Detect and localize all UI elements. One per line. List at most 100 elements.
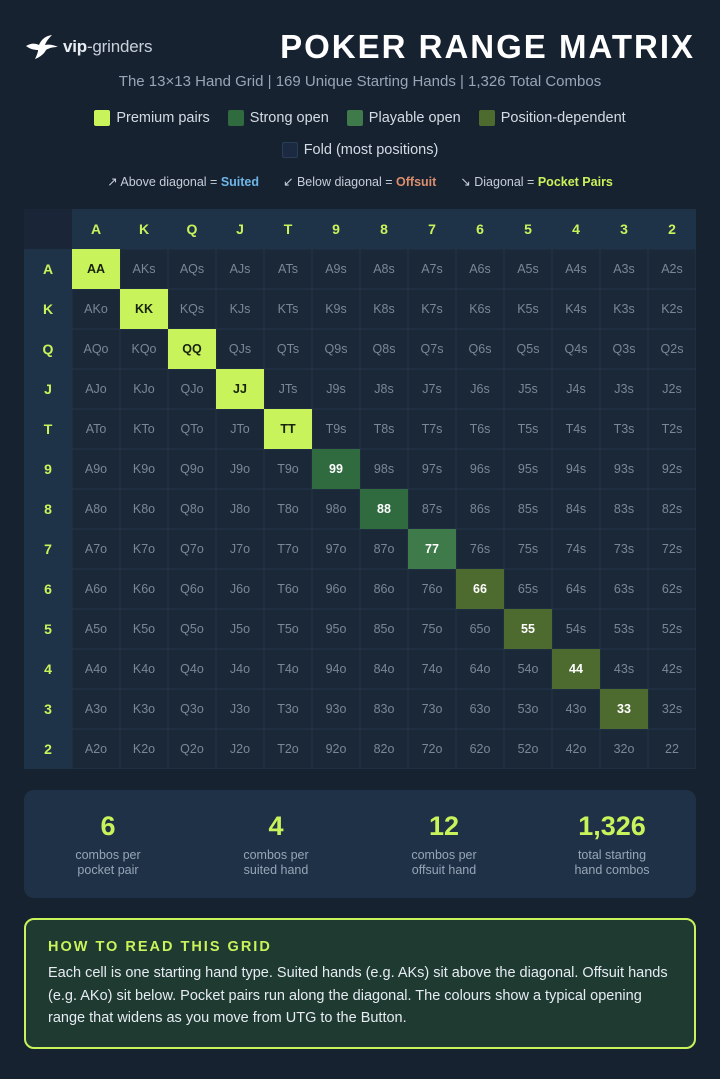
stat-total: 1,326 total starting hand combos (537, 810, 687, 878)
diagonal-notes: ↗ Above diagonal = Suited ↙ Below diagon… (0, 174, 720, 189)
pocket-pair-cell: 77 (408, 529, 456, 569)
suited-hand-cell: 62s (648, 569, 696, 609)
suited-hand-cell: Q8s (360, 329, 408, 369)
offsuit-hand-cell: Q3o (168, 689, 216, 729)
suited-hand-cell: K5s (504, 289, 552, 329)
offsuit-hand-cell: T7o (264, 529, 312, 569)
suited-hand-cell: 54s (552, 609, 600, 649)
how-to-read-box: HOW TO READ THIS GRID Each cell is one s… (24, 918, 696, 1049)
pocket-pair-cell: 55 (504, 609, 552, 649)
note-offsuit: ↙ Below diagonal = Offsuit (283, 174, 436, 189)
note-value-pairs: Pocket Pairs (537, 175, 613, 189)
column-header: T (264, 209, 312, 249)
offsuit-hand-cell: K7o (120, 529, 168, 569)
suited-hand-cell: A9s (312, 249, 360, 289)
suited-hand-cell: T8s (360, 409, 408, 449)
pocket-pair-cell: JJ (216, 369, 264, 409)
suited-hand-cell: 73s (600, 529, 648, 569)
offsuit-hand-cell: 92o (312, 729, 360, 769)
suited-hand-cell: 85s (504, 489, 552, 529)
row-header: 8 (24, 489, 72, 529)
offsuit-hand-cell: J7o (216, 529, 264, 569)
legend-label: Position-dependent (500, 110, 626, 126)
offsuit-hand-cell: A4o (72, 649, 120, 689)
suited-hand-cell: AQs (168, 249, 216, 289)
row-header: K (24, 289, 72, 329)
stats-panel: 6 combos per pocket pair 4 combos per suit… (24, 790, 696, 898)
suited-hand-cell: J9s (312, 369, 360, 409)
offsuit-hand-cell: Q4o (168, 649, 216, 689)
stat-label: combos per offsuit hand (369, 848, 519, 878)
note-pairs: ↘ Diagonal = Pocket Pairs (460, 174, 613, 189)
offsuit-hand-cell: 83o (360, 689, 408, 729)
suited-hand-cell: 32s (648, 689, 696, 729)
hand-grid: A K Q J T 9 8 7 6 5 4 3 2 A AA AKs AQs AJs ATs A9s A8s A7s A6s… (24, 209, 696, 769)
stat-label-line: suited hand (243, 863, 309, 877)
suited-hand-cell: Q6s (456, 329, 504, 369)
offsuit-hand-cell: JTo (216, 409, 264, 449)
suited-hand-cell: 83s (600, 489, 648, 529)
legend-item-strong: Strong open (227, 110, 329, 126)
header: vip-grinders POKER RANGE MATRIX The 13×1… (0, 0, 720, 100)
suited-hand-cell: 98s (360, 449, 408, 489)
offsuit-hand-cell: K2o (120, 729, 168, 769)
suited-hand-cell: 96s (456, 449, 504, 489)
suited-hand-cell: A4s (552, 249, 600, 289)
stat-label: total starting hand combos (537, 848, 687, 878)
suited-hand-cell: 42s (648, 649, 696, 689)
legend-label: Premium pairs (116, 110, 210, 126)
suited-hand-cell: T7s (408, 409, 456, 449)
offsuit-hand-cell: 42o (552, 729, 600, 769)
column-header: 9 (312, 209, 360, 249)
offsuit-hand-cell: J2o (216, 729, 264, 769)
legend: Premium pairs Strong open Playable open … (0, 110, 720, 126)
suited-hand-cell: A8s (360, 249, 408, 289)
offsuit-hand-cell: 63o (456, 689, 504, 729)
row-header: J (24, 369, 72, 409)
page-title: POKER RANGE MATRIX (280, 28, 695, 65)
stat-label-line: combos per (75, 848, 141, 862)
offsuit-hand-cell: 94o (312, 649, 360, 689)
suited-hand-cell: 95s (504, 449, 552, 489)
offsuit-hand-cell: 76o (408, 569, 456, 609)
stat-pocket-pair: 6 combos per pocket pair (33, 810, 183, 878)
offsuit-hand-cell: Q2o (168, 729, 216, 769)
grid-corner (24, 209, 72, 249)
offsuit-hand-cell: J3o (216, 689, 264, 729)
suited-hand-cell: 86s (456, 489, 504, 529)
offsuit-hand-cell: 85o (360, 609, 408, 649)
offsuit-hand-cell: A5o (72, 609, 120, 649)
offsuit-hand-cell: 54o (504, 649, 552, 689)
suited-hand-cell: Q9s (312, 329, 360, 369)
offsuit-hand-cell: J9o (216, 449, 264, 489)
legend-item-playable: Playable open (346, 110, 461, 126)
offsuit-hand-cell: Q8o (168, 489, 216, 529)
suited-hand-cell: K2s (648, 289, 696, 329)
bird-logo-icon (26, 35, 58, 59)
pocket-pair-cell: 99 (312, 449, 360, 489)
suited-hand-cell: JTs (264, 369, 312, 409)
offsuit-hand-cell: 87o (360, 529, 408, 569)
how-to-body: Each cell is one starting hand type. Sui… (48, 965, 668, 1026)
offsuit-hand-cell: A8o (72, 489, 120, 529)
suited-hand-cell: J6s (456, 369, 504, 409)
legend-label: Strong open (249, 110, 329, 126)
offsuit-hand-cell: KTo (120, 409, 168, 449)
suited-hand-cell: J5s (504, 369, 552, 409)
suited-hand-cell: Q2s (648, 329, 696, 369)
legend-item-premium: Premium pairs (94, 110, 210, 126)
offsuit-hand-cell: Q9o (168, 449, 216, 489)
legend-swatch-fold (281, 142, 298, 158)
column-header: 7 (408, 209, 456, 249)
column-header: 2 (648, 209, 696, 249)
page-subtitle: The 13×13 Hand Grid | 169 Unique Startin… (118, 73, 602, 90)
pocket-pair-cell: 22 (648, 729, 696, 769)
column-header: Q (168, 209, 216, 249)
offsuit-hand-cell: T8o (264, 489, 312, 529)
stat-label-line: pocket pair (77, 863, 139, 877)
pocket-pair-cell: AA (72, 249, 120, 289)
suited-hand-cell: J4s (552, 369, 600, 409)
suited-hand-cell: 74s (552, 529, 600, 569)
pocket-pair-cell: KK (120, 289, 168, 329)
suited-hand-cell: 65s (504, 569, 552, 609)
